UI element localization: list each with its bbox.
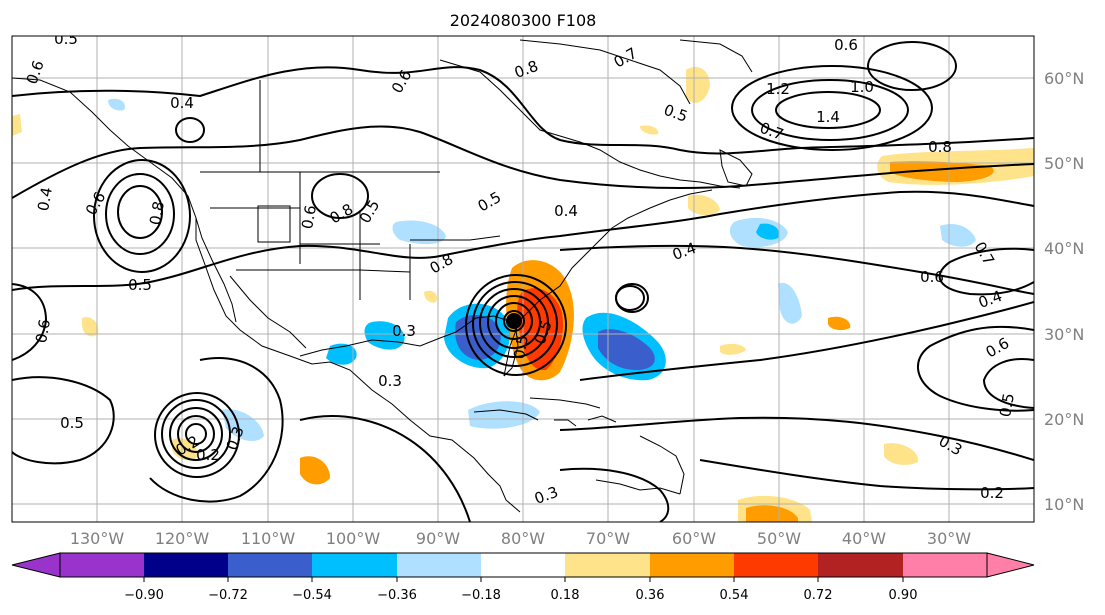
latitude-labels: 60°N 50°N 40°N 30°N 20°N 10°N <box>1044 69 1084 514</box>
contour-label: 0.5 <box>128 276 152 294</box>
colorbar-tick-label: −0.54 <box>292 588 332 603</box>
contour-label: 0.5 <box>510 334 532 361</box>
contour-label: 0.6 <box>834 36 858 54</box>
contour-label: 0.8 <box>146 200 168 227</box>
colorbar-swatch <box>481 553 565 577</box>
colorbar-tick-label: 0.36 <box>636 588 665 603</box>
colorbar-tick-label: 0.18 <box>551 588 580 603</box>
colorbar-arrow-low <box>11 552 61 578</box>
lat-label: 10°N <box>1044 495 1084 514</box>
map-panel: 0.5 0.6 0.4 0.8 0.6 0.5 0.7 1.2 1.0 1.4 … <box>11 30 1035 523</box>
contour-label: 0.5 <box>54 30 78 48</box>
colorbar-tick-label: 0.90 <box>889 588 918 603</box>
lon-label: 120°W <box>155 529 210 548</box>
lon-label: 90°W <box>416 529 460 548</box>
colorbar-tick-label: 0.54 <box>720 588 749 603</box>
contour-label: 0.8 <box>928 138 952 156</box>
lon-label: 40°W <box>842 529 886 548</box>
longitude-labels: 130°W 120°W 110°W 100°W 90°W 80°W 70°W 6… <box>70 529 971 548</box>
coastlines-and-borders <box>12 39 753 513</box>
figure-title: 2024080300 F108 <box>450 11 597 30</box>
colorbar-swatch <box>397 553 481 577</box>
contour-label: 0.2 <box>196 446 220 464</box>
colorbar-swatch <box>818 553 903 577</box>
lat-label: 30°N <box>1044 325 1084 344</box>
colorbar-tick-label: −0.72 <box>208 588 248 603</box>
colorbar-tick-label: −0.90 <box>124 588 164 603</box>
colorbar-swatch <box>60 553 144 577</box>
lat-label: 50°N <box>1044 154 1084 173</box>
contour-label: 0.6 <box>920 268 944 286</box>
lon-label: 60°W <box>672 529 716 548</box>
lon-label: 70°W <box>586 529 630 548</box>
colorbar-frame <box>59 552 988 578</box>
contour-label: 0.6 <box>298 204 320 231</box>
colorbar-tick-label: −0.36 <box>377 588 417 603</box>
lon-label: 130°W <box>70 529 125 548</box>
colorbar-swatch <box>312 553 397 577</box>
lon-label: 100°W <box>326 529 381 548</box>
lon-label: 50°W <box>757 529 801 548</box>
contour-label: 0.2 <box>980 484 1004 502</box>
lon-label: 80°W <box>501 529 545 548</box>
contour-label: 0.4 <box>34 186 56 213</box>
map-frame <box>11 35 1035 523</box>
contour-label: 0.5 <box>60 414 84 432</box>
shaded-anomaly-field <box>12 66 1034 522</box>
contour-label: 0.4 <box>170 94 194 112</box>
contour-label: 0.5 <box>996 392 1018 419</box>
colorbar-ticks <box>143 577 904 582</box>
contour-label: 1.0 <box>850 78 874 96</box>
graticule <box>12 36 1034 522</box>
contour-label: 0.3 <box>392 322 416 340</box>
colorbar-tick-label: 0.72 <box>804 588 833 603</box>
colorbar-swatch <box>144 553 228 577</box>
contour-lines <box>12 41 1034 522</box>
contour-labels: 0.5 0.6 0.4 0.8 0.6 0.5 0.7 1.2 1.0 1.4 … <box>23 30 1018 508</box>
contour-label: 1.2 <box>766 80 790 98</box>
contour-label: 1.4 <box>816 108 840 126</box>
colorbar-swatch <box>903 553 987 577</box>
contour-label: 0.6 <box>32 318 54 345</box>
colorbar-swatch <box>565 553 650 577</box>
colorbar-arrow-high <box>986 552 1035 578</box>
colorbar: −0.90 −0.72 −0.54 −0.36 −0.18 0.18 0.36 … <box>11 552 1035 603</box>
colorbar-swatch <box>228 553 312 577</box>
lon-label: 110°W <box>241 529 296 548</box>
colorbar-swatch <box>650 553 734 577</box>
lon-label: 30°W <box>927 529 971 548</box>
lat-label: 60°N <box>1044 69 1084 88</box>
colorbar-tick-label: −0.18 <box>461 588 501 603</box>
contour-label: 0.3 <box>378 372 402 390</box>
lat-label: 20°N <box>1044 410 1084 429</box>
lat-label: 40°N <box>1044 239 1084 258</box>
colorbar-swatch <box>734 553 818 577</box>
contour-label: 0.4 <box>554 202 578 220</box>
